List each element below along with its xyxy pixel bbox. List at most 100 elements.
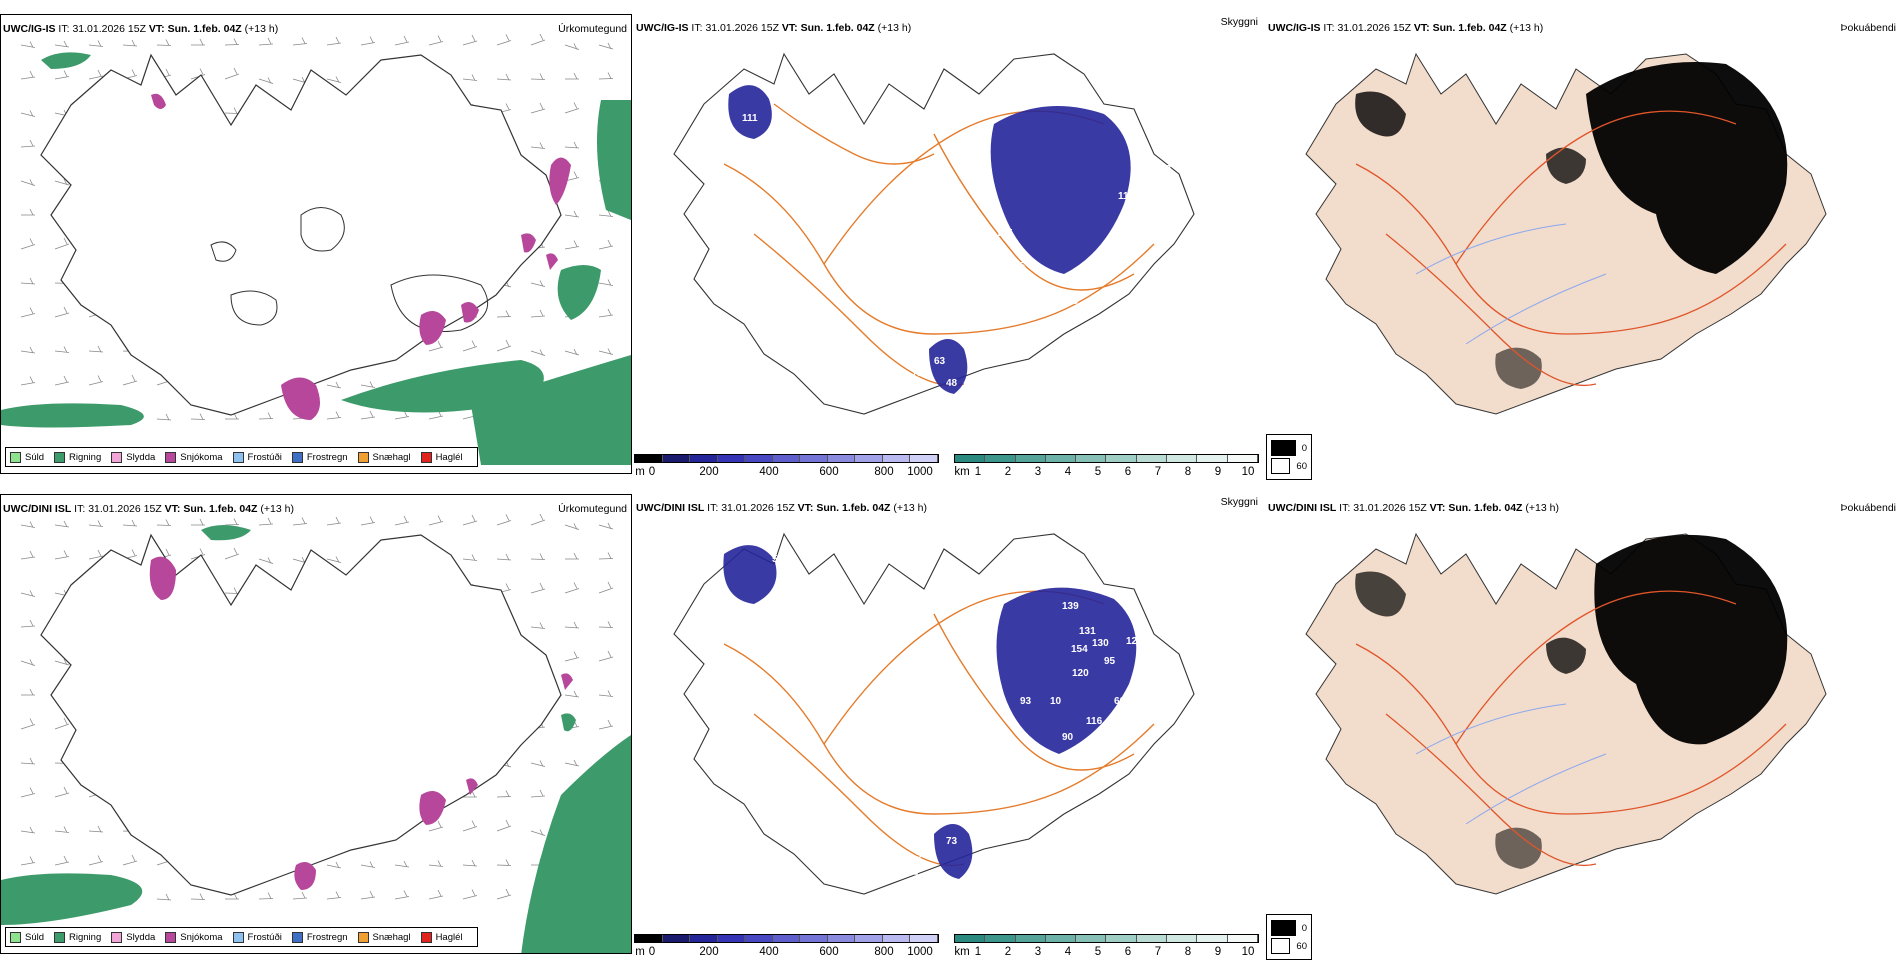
- wind-barb: [20, 41, 36, 48]
- wind-barb: [224, 107, 240, 114]
- colorbar-unit: km: [954, 946, 970, 958]
- wind-barb: [292, 37, 308, 46]
- ceiling-values: 111 63 48 72 209 75 79 95 105 71 116 88 …: [742, 113, 1172, 409]
- precip-snow: [151, 93, 571, 420]
- wind-barb: [463, 790, 477, 798]
- init-time: 31.01.2026 15Z: [88, 503, 162, 515]
- wind-barb: [598, 719, 614, 730]
- wind-barb: [20, 139, 36, 148]
- wind-barb: [496, 73, 512, 81]
- wind-barb: [20, 659, 36, 666]
- wind-barb: [21, 688, 35, 696]
- ceiling-value: 63: [934, 356, 946, 367]
- it-label: IT:: [58, 23, 70, 35]
- wind-barb: [326, 381, 342, 389]
- colorbar-unit: m: [635, 946, 645, 958]
- wind-barb: [428, 820, 444, 832]
- panel-header: UWC/IG-IS IT: 31.01.2026 15Z VT: Sun. 1.…: [636, 22, 912, 34]
- wind-barb: [428, 889, 444, 900]
- panel-header: UWC/DINI ISL IT: 31.01.2026 15Z VT: Sun.…: [3, 503, 294, 515]
- ceiling-value: 116: [1118, 191, 1135, 202]
- wind-barb: [122, 374, 138, 386]
- road-network: [1355, 590, 1787, 867]
- fog-index-map: [1305, 532, 1827, 895]
- ceiling-value: 42: [1154, 244, 1166, 255]
- wind-barb: [564, 523, 580, 530]
- lead-time: (+13 h): [244, 23, 279, 35]
- wind-barb: [54, 786, 70, 798]
- wind-barb: [190, 413, 206, 420]
- ceiling-value: 90: [1062, 732, 1074, 743]
- legend-swatch: [54, 931, 66, 943]
- legend-swatch: [420, 451, 432, 463]
- precip-rain: [1, 525, 631, 953]
- wind-barb: [394, 890, 410, 900]
- wind-barb: [564, 43, 580, 50]
- init-time: 31.01.2026 15Z: [721, 502, 795, 514]
- wind-barb: [88, 375, 104, 386]
- wind-barb: [565, 72, 579, 80]
- ceiling-visibility-map: 111 63 48 72 209 75 79 95 105 71 116 88 …: [673, 52, 1195, 415]
- valid-time: Sun. 1.feb. 04Z: [167, 23, 242, 35]
- ceiling-value: 139: [1062, 601, 1079, 612]
- wind-barb: [360, 890, 376, 900]
- ceiling-value: 79: [1102, 271, 1114, 282]
- legend-swatch: [111, 931, 123, 943]
- legend-item: Frostregn: [291, 451, 348, 463]
- wind-barb: [462, 820, 478, 832]
- wind-barb: [496, 514, 512, 526]
- wind-barb: [598, 621, 614, 628]
- wind-barb: [360, 861, 376, 868]
- wind-barb: [530, 789, 546, 798]
- wind-barb: [496, 553, 512, 561]
- wind-barb: [564, 621, 580, 629]
- panel-title: Úrkomutegund: [558, 503, 627, 515]
- wind-barb: [88, 520, 104, 527]
- wind-barb: [292, 891, 308, 900]
- init-time: 31.01.2026 15Z: [72, 23, 146, 35]
- wind-barb: [598, 279, 614, 286]
- wind-barb: [496, 819, 512, 832]
- panel-title: Þokuábendi: [1840, 22, 1896, 34]
- ceiling-colorbar: m 0 200 400 600 800 1000: [634, 454, 939, 484]
- legend-item: Haglél: [420, 451, 463, 463]
- wind-barb: [360, 410, 376, 420]
- ceiling-value: 75: [1067, 296, 1079, 307]
- wind-barb: [156, 893, 172, 901]
- wind-barb: [598, 690, 614, 697]
- lead-time: (+13 h): [893, 502, 927, 514]
- panel-header: UWC/IG-IS IT: 31.01.2026 15Z VT: Sun. 1.…: [3, 23, 278, 35]
- legend-item: Snæhagl: [357, 931, 411, 943]
- ceiling-value: 116: [1086, 716, 1103, 727]
- legend-swatch: [10, 451, 21, 463]
- wind-barb: [326, 76, 342, 83]
- visibility-colorbar: km 1 2 3 4 5 6 7 8 9 10: [954, 454, 1259, 484]
- panel-header: UWC/IG-IS IT: 31.01.2026 15Z VT: Sun. 1.…: [1268, 22, 1544, 34]
- legend-swatch: [165, 451, 177, 463]
- model-name: UWC/IG-IS: [1268, 22, 1321, 34]
- legend-swatch: [54, 451, 66, 463]
- wind-barb: [428, 515, 444, 526]
- ceiling-value: 111: [742, 113, 758, 124]
- wind-barb: [598, 42, 614, 50]
- ceiling-value: 72: [912, 368, 924, 379]
- wind-barb: [530, 582, 546, 594]
- model-name: UWC/DINI ISL: [3, 503, 72, 515]
- lead-time: (+13 h): [1525, 502, 1559, 514]
- wind-barb: [496, 859, 512, 866]
- wind-barb: [258, 77, 274, 84]
- wind-barb: [54, 855, 70, 866]
- ceiling-value: 48: [946, 378, 958, 389]
- wind-barb: [496, 310, 512, 318]
- precip-type-panel-bottom: UWC/DINI ISL IT: 31.01.2026 15Z VT: Sun.…: [0, 494, 632, 954]
- ceiling-value: 88: [1160, 164, 1172, 175]
- valid-time: Sun. 1.feb. 04Z: [183, 503, 258, 515]
- fog-index-panel-top: UWC/IG-IS IT: 31.01.2026 15Z VT: Sun. 1.…: [1266, 14, 1900, 484]
- wind-barb: [394, 515, 410, 526]
- wind-barb: [462, 859, 478, 867]
- wind-barb: [564, 651, 580, 662]
- ceiling-value: 95: [1104, 656, 1116, 667]
- valid-time: Sun. 1.feb. 04Z: [1448, 502, 1523, 514]
- wind-barb: [88, 69, 104, 80]
- wind-barb: [598, 308, 614, 318]
